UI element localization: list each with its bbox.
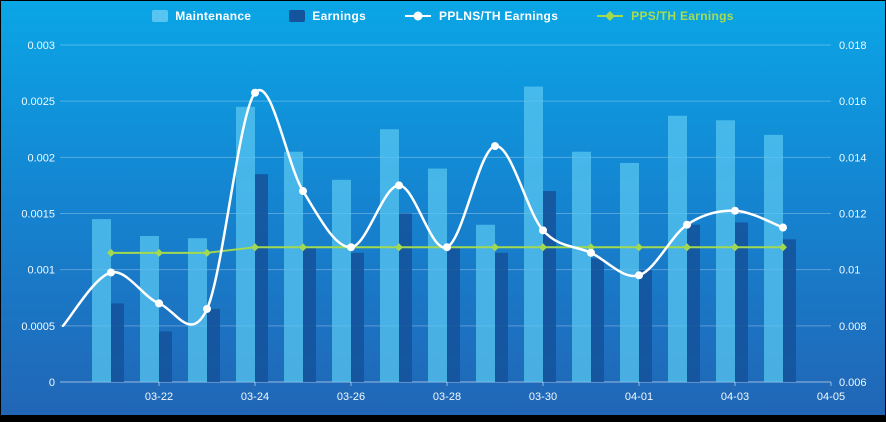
- svg-text:04-05: 04-05: [817, 391, 845, 403]
- legend-item-maintenance[interactable]: Maintenance: [152, 9, 251, 23]
- svg-text:03-28: 03-28: [433, 391, 461, 403]
- svg-text:0.018: 0.018: [839, 40, 867, 52]
- svg-text:0.0025: 0.0025: [21, 96, 55, 108]
- legend-item-pps[interactable]: PPS/TH Earnings: [596, 9, 734, 23]
- pplns-line-icon: [405, 11, 432, 21]
- legend-item-earnings[interactable]: Earnings: [289, 9, 366, 23]
- svg-text:03-22: 03-22: [145, 391, 173, 403]
- svg-text:03-24: 03-24: [241, 391, 269, 403]
- svg-text:0.003: 0.003: [27, 40, 55, 52]
- legend-label-pps: PPS/TH Earnings: [631, 9, 734, 23]
- legend-label-pplns: PPLNS/TH Earnings: [439, 9, 559, 23]
- svg-text:0.008: 0.008: [839, 321, 867, 333]
- svg-text:04-01: 04-01: [625, 391, 653, 403]
- legend: Maintenance Earnings PPLNS/TH Earnings P…: [1, 9, 885, 23]
- svg-text:0.001: 0.001: [27, 265, 55, 277]
- svg-text:0.002: 0.002: [27, 152, 55, 164]
- svg-text:0.01: 0.01: [839, 265, 860, 277]
- chart-plot-area: 0 0.0005 0.001 0.0015 0.002 0.0025 0.003 0.006 0…: [21, 40, 867, 403]
- svg-text:0.016: 0.016: [839, 96, 867, 108]
- svg-text:0.012: 0.012: [839, 209, 867, 221]
- svg-text:04-03: 04-03: [721, 391, 749, 403]
- chart-background: Maintenance Earnings PPLNS/TH Earnings P…: [1, 1, 885, 415]
- svg-text:0.0015: 0.0015: [21, 209, 55, 221]
- legend-item-pplns[interactable]: PPLNS/TH Earnings: [404, 9, 558, 23]
- svg-text:03-26: 03-26: [337, 391, 365, 403]
- svg-text:0.0005: 0.0005: [21, 321, 55, 333]
- pps-line-icon: [597, 11, 624, 21]
- svg-text:0.014: 0.014: [839, 152, 867, 164]
- maintenance-swatch-icon: [152, 10, 169, 22]
- earnings-swatch-icon: [289, 10, 306, 22]
- legend-label-maintenance: Maintenance: [175, 9, 252, 23]
- svg-text:0: 0: [49, 377, 55, 389]
- svg-text:0.006: 0.006: [839, 377, 867, 389]
- svg-text:03-30: 03-30: [529, 391, 557, 403]
- legend-label-earnings: Earnings: [312, 9, 367, 23]
